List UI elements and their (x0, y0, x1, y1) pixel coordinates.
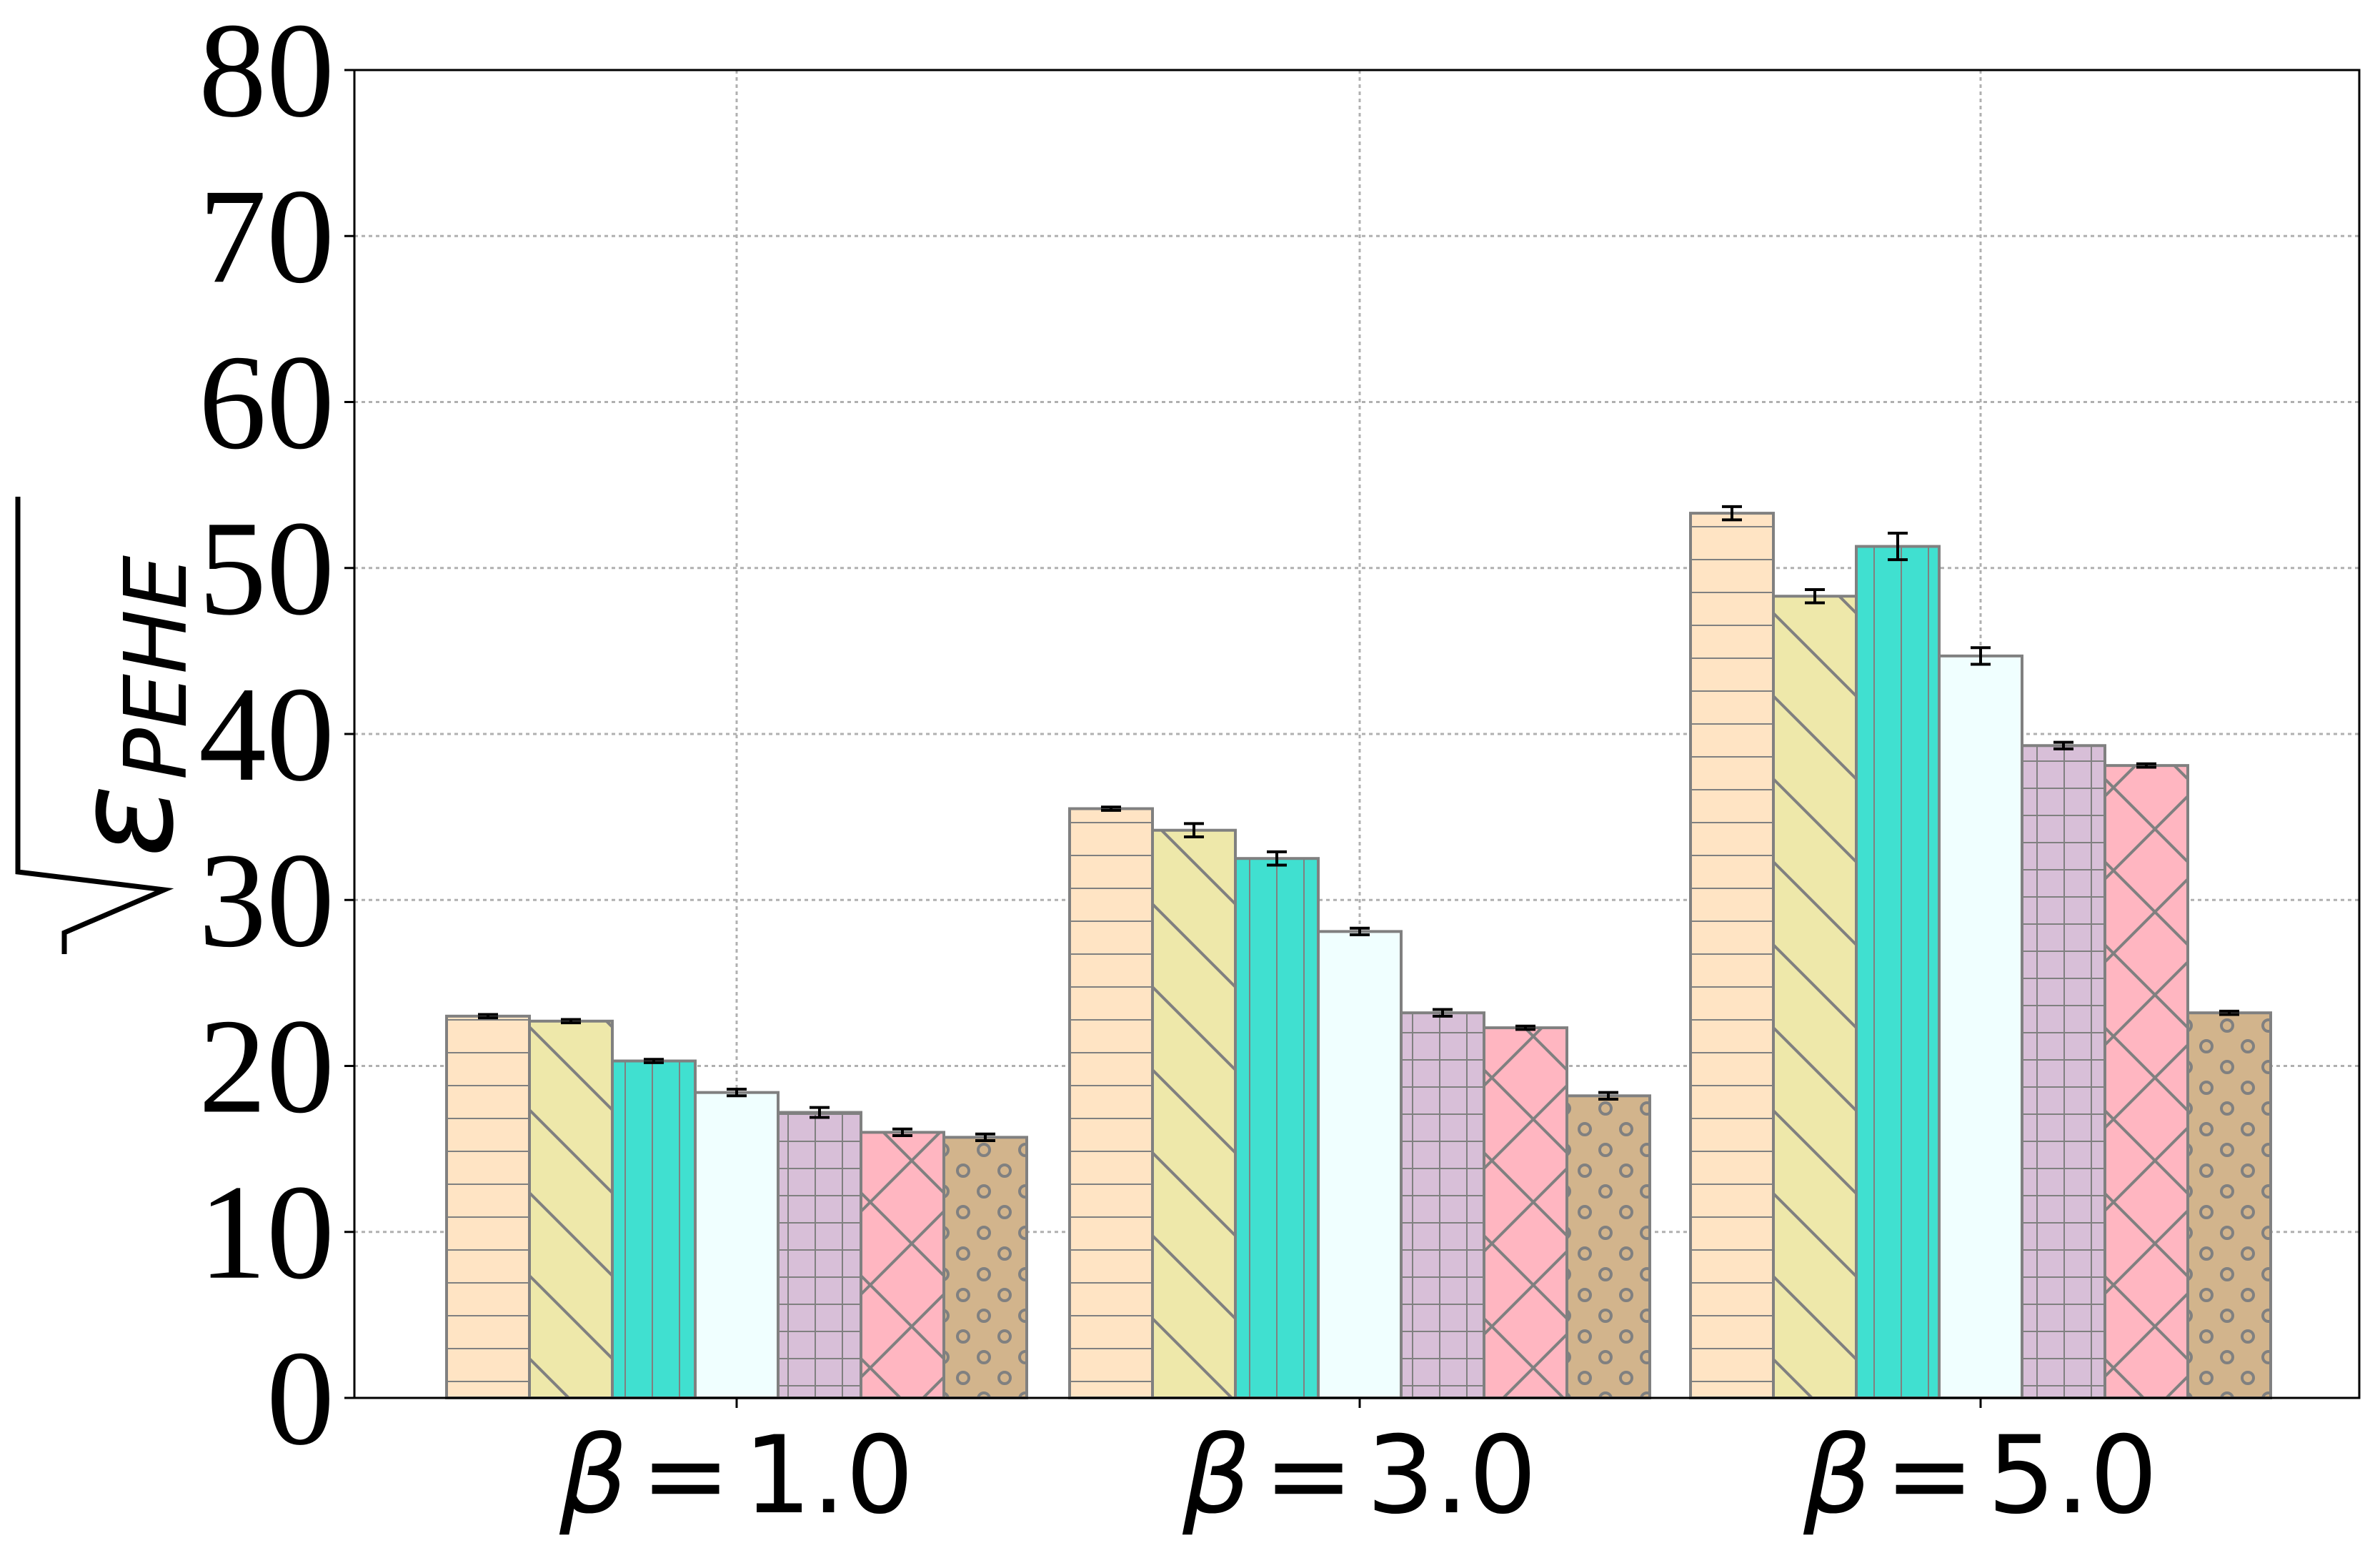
error-bar-series-5-cat-2 (1433, 1008, 1453, 1018)
bar-series-4-cat-2 (1317, 930, 1403, 1399)
bar-series-5-cat-1 (777, 1111, 862, 1400)
bar-series-3-cat-3 (1855, 545, 1941, 1399)
error-bar-series-3-cat-2 (1267, 850, 1287, 867)
error-bar-series-4-cat-2 (1350, 926, 1370, 937)
error-bar-series-5-cat-1 (810, 1106, 830, 1119)
x-tick-label: β = 1.0 (559, 1414, 914, 1538)
radical-sign (15, 497, 174, 954)
x-axis: β = 1.0 β = 3.0 β = 5.0 (559, 1398, 2158, 1538)
bar-series-1-cat-2 (1068, 807, 1154, 1399)
bar-series-6-cat-2 (1483, 1026, 1568, 1399)
error-bar-series-2-cat-1 (561, 1018, 581, 1025)
bar-series-4-cat-3 (1938, 654, 2023, 1399)
error-bar-series-4-cat-3 (1971, 646, 1991, 666)
bar-series-6-cat-1 (860, 1131, 945, 1400)
y-tick-label: 80 (199, 0, 334, 146)
error-bar-series-7-cat-2 (1598, 1091, 1618, 1101)
y-tick-label: 30 (199, 825, 334, 976)
bar-series-4-cat-1 (694, 1091, 780, 1400)
bar-series-2-cat-3 (1772, 595, 1858, 1399)
bar-series-6-cat-3 (2103, 764, 2189, 1399)
error-bar-series-3-cat-3 (1888, 531, 1908, 562)
y-tick-label: 0 (267, 1324, 334, 1474)
bar-series-5-cat-2 (1400, 1011, 1485, 1400)
x-tick-label: β = 3.0 (1182, 1414, 1537, 1538)
error-bar-series-1-cat-2 (1101, 805, 1121, 812)
y-axis-label: εPEHE (15, 497, 206, 954)
y-tick-label: 20 (199, 992, 334, 1142)
error-bar-series-6-cat-1 (892, 1127, 912, 1138)
x-tick-label: β = 5.0 (1803, 1414, 2158, 1538)
error-bar-series-6-cat-3 (2136, 762, 2156, 769)
error-bar-series-5-cat-3 (2053, 740, 2073, 750)
error-bar-series-2-cat-3 (1805, 587, 1825, 605)
error-bar-series-3-cat-1 (644, 1058, 664, 1064)
error-bars (478, 505, 2239, 1143)
bar-series (445, 512, 2272, 1400)
error-bar-series-7-cat-3 (2219, 1009, 2239, 1016)
error-bar-series-1-cat-1 (478, 1013, 498, 1020)
y-tick-label: 60 (199, 328, 334, 478)
bar-series-7-cat-1 (942, 1136, 1028, 1400)
error-bar-series-7-cat-1 (975, 1132, 995, 1143)
error-bar-series-6-cat-2 (1515, 1024, 1535, 1031)
bar-series-5-cat-3 (2021, 744, 2106, 1399)
bar-series-1-cat-1 (445, 1014, 531, 1399)
bar-series-2-cat-1 (528, 1019, 614, 1399)
error-bar-series-4-cat-1 (727, 1088, 747, 1098)
bar-series-2-cat-2 (1151, 828, 1237, 1399)
y-tick-label: 50 (199, 494, 334, 644)
y-tick-label: 10 (199, 1158, 334, 1308)
bar-series-7-cat-2 (1565, 1094, 1651, 1400)
y-tick-label: 40 (199, 660, 334, 810)
error-bar-series-1-cat-3 (1722, 505, 1742, 522)
bar-series-1-cat-3 (1689, 512, 1775, 1399)
error-bar-series-2-cat-2 (1184, 822, 1204, 838)
bar-series-7-cat-3 (2186, 1011, 2272, 1400)
bar-series-3-cat-2 (1234, 857, 1320, 1399)
y-tick-label: 70 (199, 162, 334, 312)
y-label-text: εPEHE (46, 555, 206, 858)
bar-series-3-cat-1 (611, 1059, 697, 1399)
